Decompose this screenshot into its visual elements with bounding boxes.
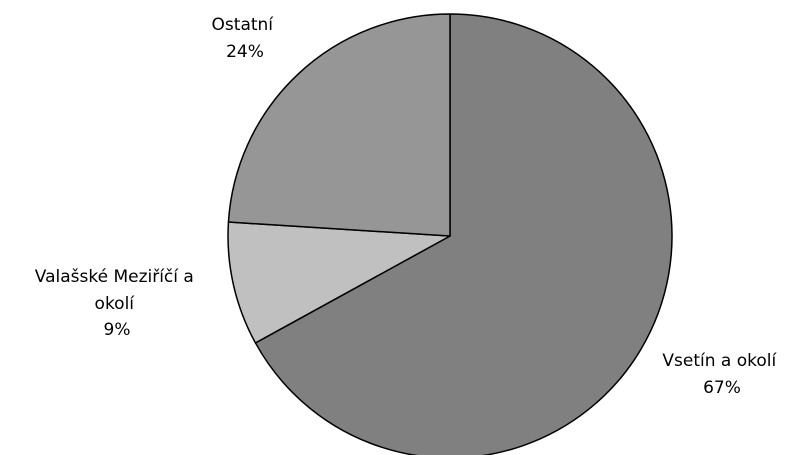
slice-label-valasske-name-2: okolí xyxy=(95,294,136,314)
slice-label-vsetin-value: 67% xyxy=(703,378,741,398)
slice-label-ostatni-name: Ostatní xyxy=(212,15,275,35)
slice-label-vsetin: Vsetín a okolí 67% xyxy=(662,351,781,398)
slice-label-vsetin-name: Vsetín a okolí xyxy=(662,351,777,371)
pie-slices xyxy=(228,14,672,455)
slice-label-valasske: Valašské Meziříčí a okolí 9% xyxy=(35,267,199,340)
slice-label-ostatni: Ostatní 24% xyxy=(212,15,279,62)
slice-label-valasske-value: 9% xyxy=(104,320,131,340)
slice-label-ostatni-value: 24% xyxy=(226,42,264,62)
slice-label-valasske-name-1: Valašské Meziříčí a xyxy=(35,267,194,287)
